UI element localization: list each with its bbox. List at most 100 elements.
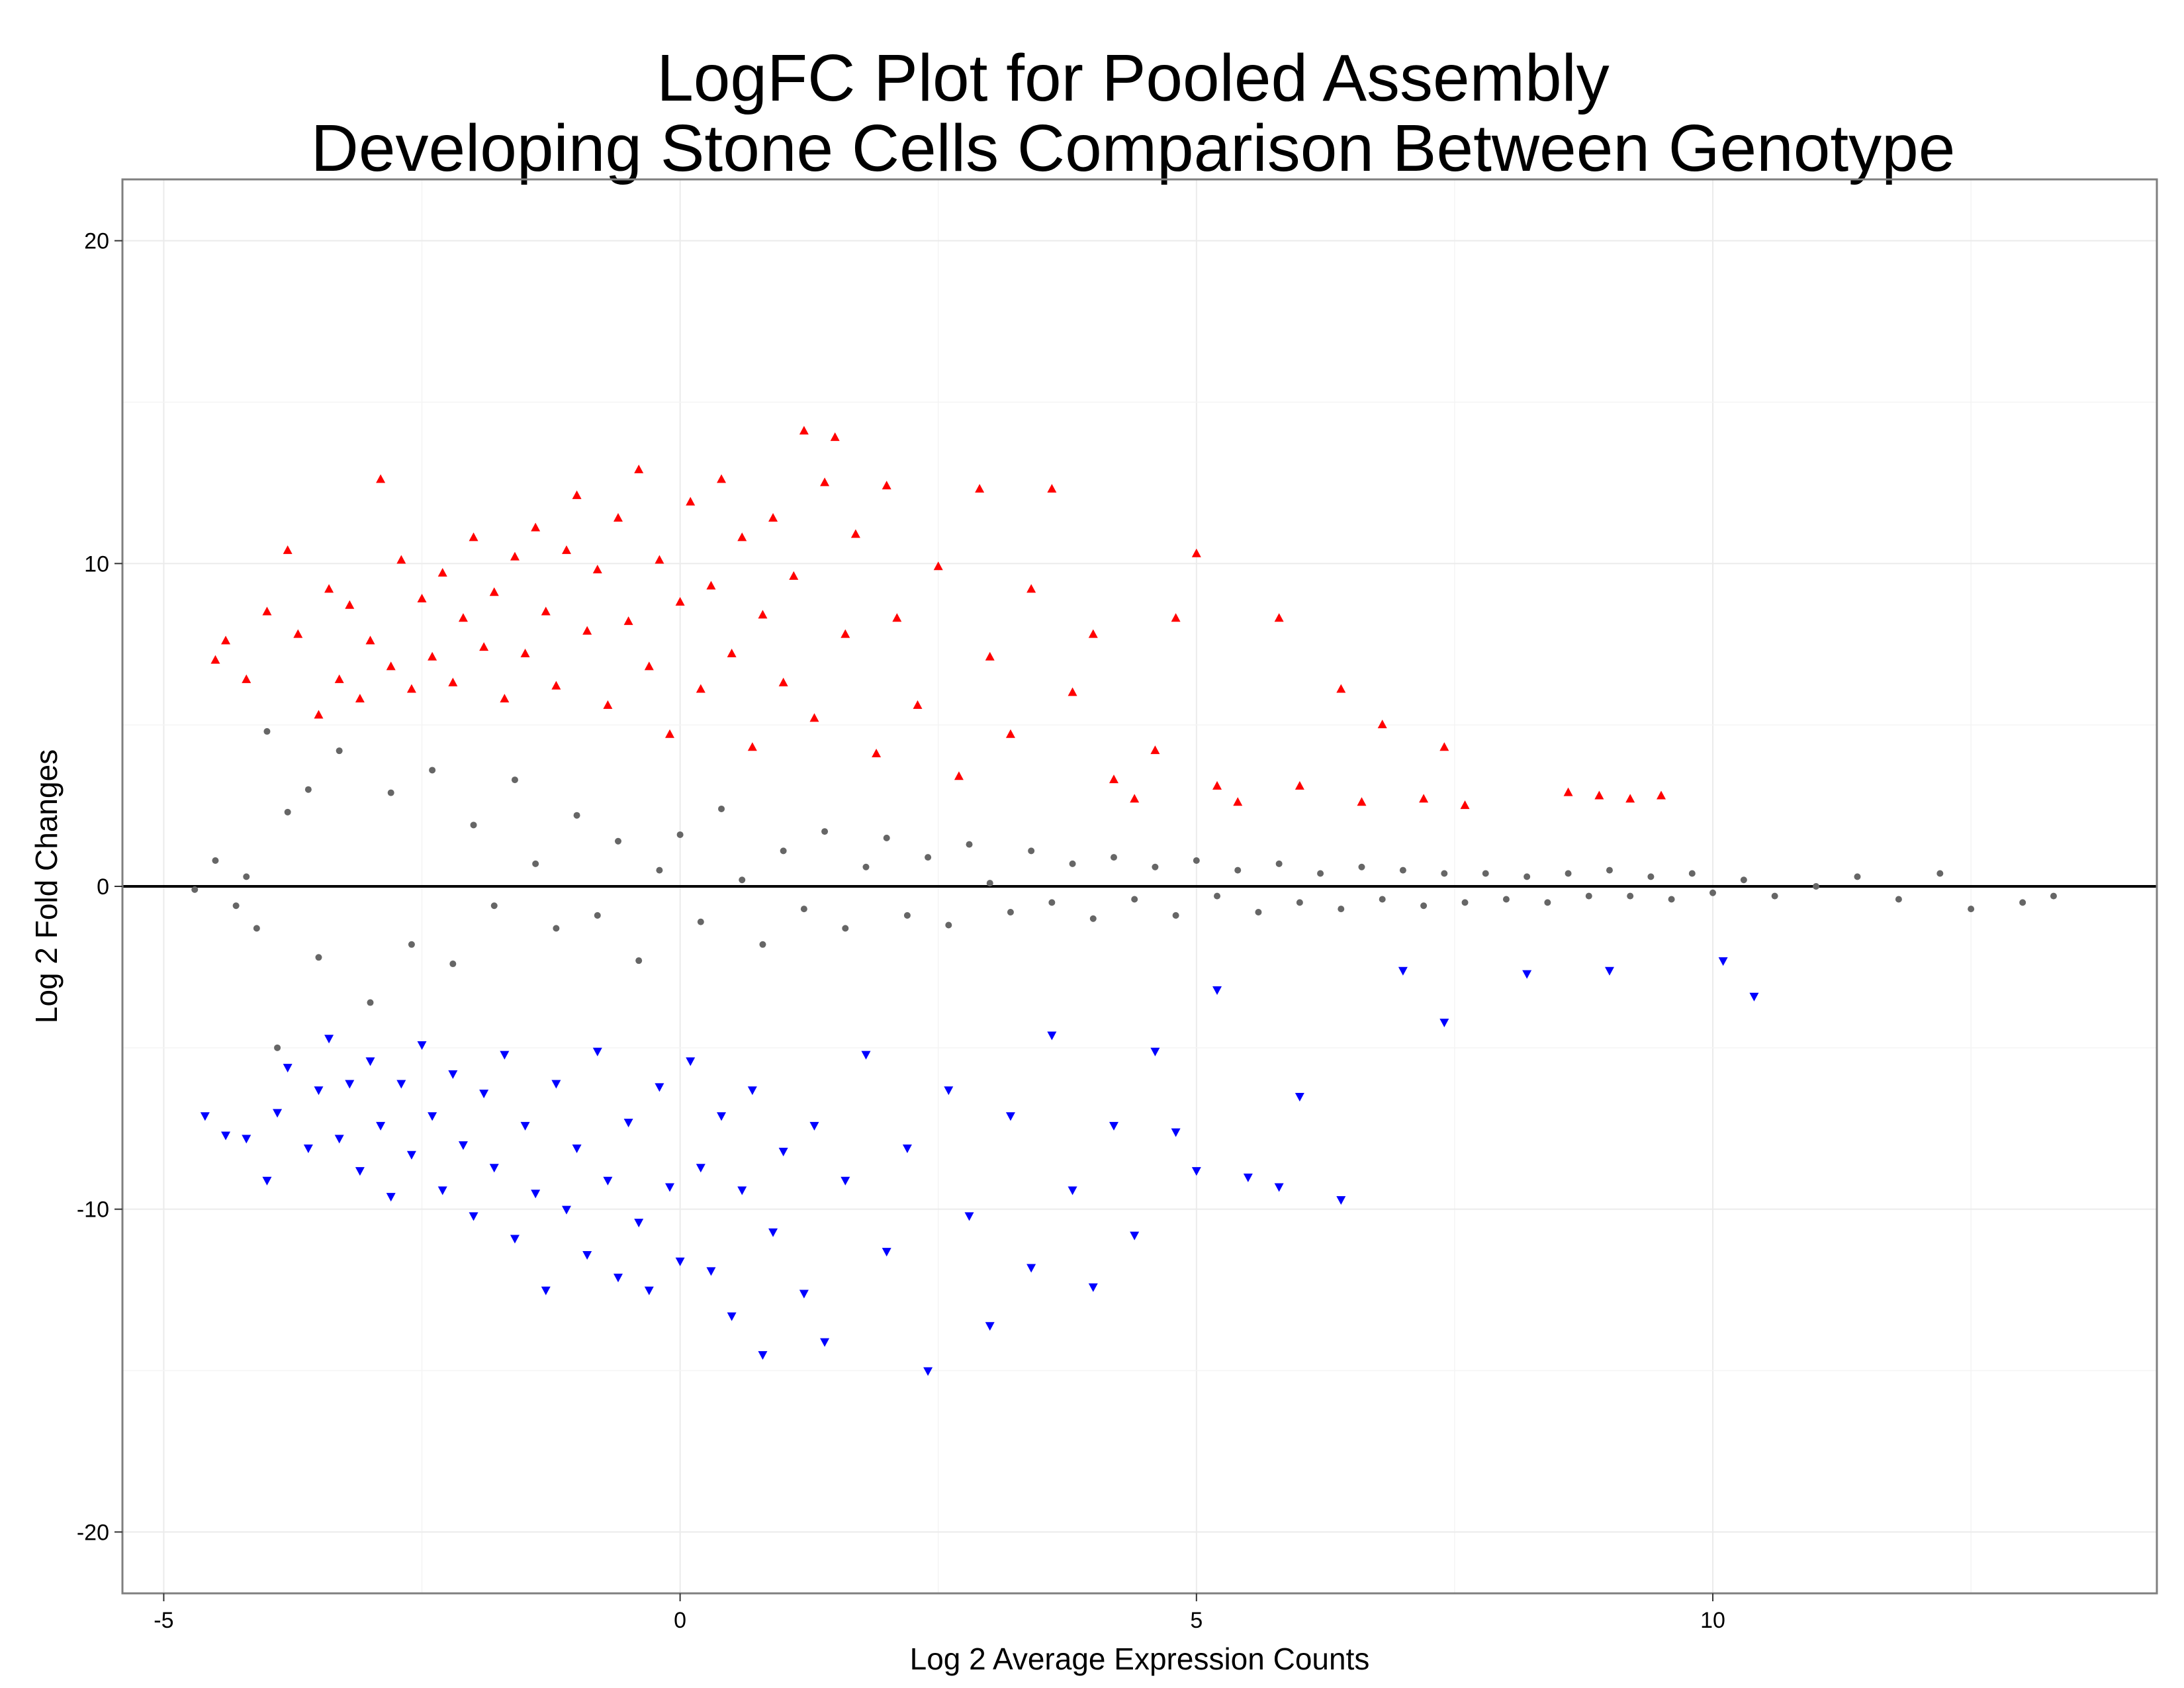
gene-point-downregulated xyxy=(696,1164,705,1173)
gene-point-nonsignificant xyxy=(1172,912,1179,919)
gene-point-nonsignificant xyxy=(2019,899,2026,906)
gene-point-downregulated xyxy=(717,1112,727,1121)
gene-point-upregulated xyxy=(510,551,520,561)
gene-point-upregulated xyxy=(572,490,582,499)
gene-point-upregulated xyxy=(355,694,365,703)
gene-point-downregulated xyxy=(1130,1231,1140,1241)
gene-point-downregulated xyxy=(686,1057,696,1066)
gene-point-downregulated xyxy=(964,1212,974,1221)
gene-point-nonsignificant xyxy=(883,834,890,841)
gene-point-upregulated xyxy=(1357,797,1367,806)
gene-point-downregulated xyxy=(655,1083,664,1092)
gene-point-nonsignificant xyxy=(986,880,993,887)
gene-point-downregulated xyxy=(1295,1092,1304,1102)
gene-point-nonsignificant xyxy=(1358,863,1365,870)
gene-point-upregulated xyxy=(634,464,644,473)
gene-point-upregulated xyxy=(768,513,778,522)
gene-point-downregulated xyxy=(882,1248,891,1257)
gene-point-downregulated xyxy=(809,1121,819,1131)
gene-point-nonsignificant xyxy=(1627,892,1634,900)
gene-point-downregulated xyxy=(1604,966,1614,976)
gene-point-downregulated xyxy=(1150,1047,1160,1056)
x-tick-label: 10 xyxy=(1700,1608,1725,1633)
gene-point-nonsignificant xyxy=(614,837,621,845)
gene-point-upregulated xyxy=(717,474,727,483)
gene-point-nonsignificant xyxy=(945,921,952,929)
gene-point-upregulated xyxy=(448,677,458,686)
gene-point-nonsignificant xyxy=(1110,854,1117,861)
gene-point-nonsignificant xyxy=(1152,863,1159,870)
gene-point-downregulated xyxy=(747,1086,757,1096)
gene-point-downregulated xyxy=(623,1119,633,1127)
gene-point-downregulated xyxy=(572,1145,582,1154)
gene-point-downregulated xyxy=(1026,1264,1036,1273)
gene-point-upregulated xyxy=(541,606,551,616)
gene-point-upregulated xyxy=(1563,787,1573,796)
gene-point-nonsignificant xyxy=(511,776,518,784)
chart-title-line-1: LogFC Plot for Pooled Assembly xyxy=(657,41,1610,115)
gene-point-downregulated xyxy=(262,1176,272,1186)
gene-point-upregulated xyxy=(954,771,964,780)
gene-point-downregulated xyxy=(737,1186,747,1196)
gene-point-upregulated xyxy=(293,629,303,638)
gene-point-nonsignificant xyxy=(656,867,663,874)
gene-point-downregulated xyxy=(376,1121,386,1131)
gene-point-downregulated xyxy=(428,1112,437,1121)
gene-point-downregulated xyxy=(1718,957,1728,966)
gene-point-nonsignificant xyxy=(1709,889,1717,896)
gene-point-downregulated xyxy=(1243,1173,1253,1182)
gene-point-upregulated xyxy=(489,587,499,596)
gene-point-nonsignificant xyxy=(800,906,807,913)
gene-point-downregulated xyxy=(923,1367,933,1376)
gene-point-downregulated xyxy=(314,1086,324,1096)
gene-point-nonsignificant xyxy=(1647,873,1655,880)
chart-title-line-2: Developing Stone Cells Comparison Betwee… xyxy=(311,111,1956,185)
gene-point-upregulated xyxy=(386,661,396,671)
gene-point-nonsignificant xyxy=(449,961,457,968)
gene-point-nonsignificant xyxy=(1606,867,1613,874)
gene-point-nonsignificant xyxy=(842,925,849,932)
gene-point-downregulated xyxy=(355,1167,365,1176)
gene-point-nonsignificant xyxy=(718,805,725,812)
gene-point-nonsignificant xyxy=(759,941,766,948)
gene-point-nonsignificant xyxy=(1255,909,1262,916)
gene-point-nonsignificant xyxy=(1544,899,1551,906)
gene-point-downregulated xyxy=(1191,1167,1201,1176)
gene-point-downregulated xyxy=(778,1147,788,1156)
gene-point-upregulated xyxy=(758,610,768,619)
gene-point-nonsignificant xyxy=(263,727,271,735)
gene-point-upregulated xyxy=(799,426,809,435)
gene-point-upregulated xyxy=(1233,797,1243,806)
gene-point-downregulated xyxy=(985,1322,995,1331)
gene-point-upregulated xyxy=(1088,629,1098,638)
gene-point-downregulated xyxy=(1336,1196,1346,1205)
gene-point-downregulated xyxy=(448,1070,458,1079)
gene-point-downregulated xyxy=(613,1274,623,1283)
gene-point-nonsignificant xyxy=(2050,892,2057,900)
points-layer xyxy=(191,426,2057,1376)
gene-point-upregulated xyxy=(428,651,437,661)
gene-point-downregulated xyxy=(1274,1183,1284,1192)
gene-point-upregulated xyxy=(727,648,737,657)
gene-point-nonsignificant xyxy=(1968,906,1975,913)
gene-point-upregulated xyxy=(613,513,623,522)
gene-point-downregulated xyxy=(489,1164,499,1173)
gene-point-downregulated xyxy=(221,1131,231,1141)
gene-point-upregulated xyxy=(1109,774,1118,784)
gene-point-nonsignificant xyxy=(1275,860,1283,867)
gene-point-upregulated xyxy=(417,593,427,602)
gene-point-downregulated xyxy=(944,1086,954,1096)
gene-point-upregulated xyxy=(1419,794,1429,803)
gene-point-upregulated xyxy=(985,651,995,661)
gene-point-nonsignificant xyxy=(1379,896,1386,903)
gene-point-nonsignificant xyxy=(274,1044,281,1051)
gene-point-downregulated xyxy=(1171,1128,1181,1137)
gene-point-upregulated xyxy=(1377,720,1387,729)
y-tick-label: -20 xyxy=(77,1520,109,1545)
gene-point-downregulated xyxy=(458,1141,468,1150)
gene-point-upregulated xyxy=(334,674,344,683)
gene-point-nonsignificant xyxy=(1524,873,1531,880)
x-tick-label: -5 xyxy=(154,1608,173,1633)
y-axis-label: Log 2 Fold Changes xyxy=(29,749,64,1023)
gene-point-downregulated xyxy=(242,1135,251,1144)
